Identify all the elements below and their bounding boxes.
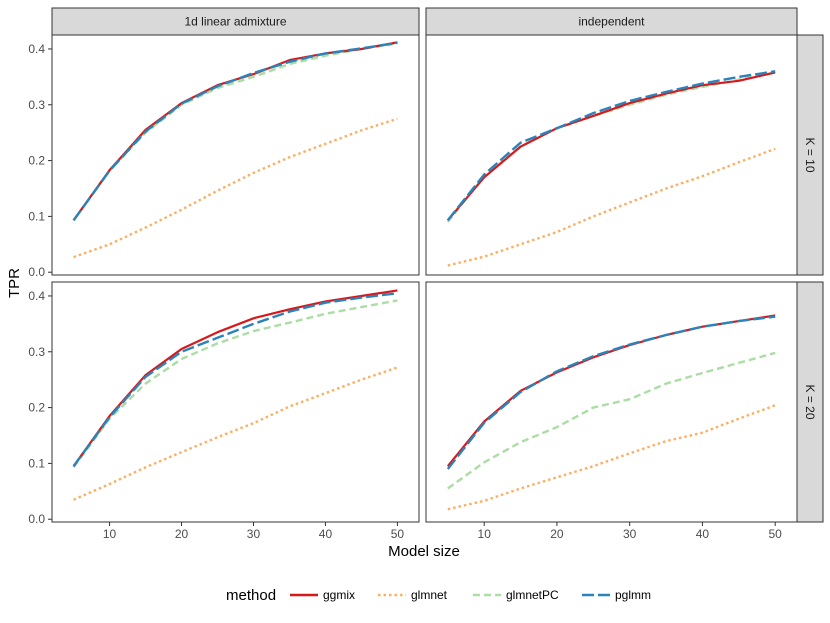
legend-label: ggmix xyxy=(323,588,355,602)
series-line-glmnetpc xyxy=(447,351,776,490)
y-tick-label: 0.4 xyxy=(28,42,45,56)
y-tick-label: 0.0 xyxy=(28,265,45,279)
column-strip-label: 1d linear admixture xyxy=(184,15,286,29)
legend-label: glmnet xyxy=(411,588,448,602)
series-line-pglmm xyxy=(446,315,776,470)
strip-background xyxy=(796,281,824,523)
x-tick-label: 40 xyxy=(696,527,710,541)
axes-layer: 0.0 0.1 0.2 0.3 0.4 0.0 0.1 0.2 0.3 0.4 10 20 30 40 50… xyxy=(28,42,782,541)
series-line-glmnet xyxy=(447,404,776,511)
panel-independent-k-10 xyxy=(425,34,798,276)
x-tick-label: 20 xyxy=(175,527,189,541)
row-strip-k-10: K = 10 xyxy=(796,34,824,276)
legend-item-ggmix: ggmix xyxy=(290,588,355,602)
column-strip-independent: independent xyxy=(425,7,798,36)
y-tick-label: 0.1 xyxy=(28,456,45,470)
row-strip-k-20: K = 20 xyxy=(796,281,824,523)
panel-border xyxy=(51,281,420,523)
column-strip-label: independent xyxy=(578,15,645,29)
panels-layer xyxy=(51,34,798,523)
x-tick-label: 10 xyxy=(478,527,492,541)
y-axis-title: TPR xyxy=(6,268,23,298)
series-line-ggmix xyxy=(446,71,776,222)
x-tick-label: 30 xyxy=(247,527,261,541)
legend-item-glmnet: glmnet xyxy=(378,588,448,602)
y-axis-k-10: 0.0 0.1 0.2 0.3 0.4 xyxy=(28,42,52,279)
series-line-glmnetpc xyxy=(72,299,398,469)
strips-layer: 1d linear admixture independent K = 10 K = … xyxy=(51,7,824,523)
x-tick-label: 50 xyxy=(768,527,782,541)
series-line-glmnet xyxy=(73,366,398,501)
x-tick-label: 50 xyxy=(391,527,405,541)
x-tick-label: 10 xyxy=(103,527,117,541)
y-tick-label: 0.3 xyxy=(28,98,45,112)
legend-label: pglmm xyxy=(615,588,651,602)
x-axis-independent: 10 20 30 40 50 xyxy=(478,522,782,541)
y-tick-label: 0.2 xyxy=(28,154,45,168)
strip-background xyxy=(51,7,420,36)
series-line-pglmm xyxy=(446,70,776,222)
strip-background xyxy=(796,34,824,276)
column-strip-1d-linear-admixture: 1d linear admixture xyxy=(51,7,420,36)
series-line-pglmm xyxy=(72,41,398,222)
series-line-pglmm xyxy=(72,292,398,467)
x-axis-1d-linear-admixture: 10 20 30 40 50 xyxy=(103,522,405,541)
x-tick-label: 30 xyxy=(623,527,637,541)
legend-item-pglmm: pglmm xyxy=(582,588,651,602)
y-tick-label: 0.0 xyxy=(28,512,45,526)
panel-border xyxy=(425,34,798,276)
y-tick-label: 0.4 xyxy=(28,289,45,303)
panel-1d-linear-admixture-k-20 xyxy=(51,281,420,523)
legend-label: glmnetPC xyxy=(506,588,559,602)
x-axis-title: Model size xyxy=(388,543,460,560)
x-tick-label: 40 xyxy=(319,527,333,541)
legend: method ggmix glmnet glmnetPC pglmm xyxy=(226,587,651,604)
strip-background xyxy=(425,7,798,36)
row-strip-label: K = 20 xyxy=(803,384,817,419)
legend-item-glmnetpc: glmnetPC xyxy=(473,588,559,602)
row-strip-label: K = 10 xyxy=(803,137,817,172)
x-tick-label: 20 xyxy=(550,527,564,541)
panel-1d-linear-admixture-k-10 xyxy=(51,34,420,276)
y-tick-label: 0.1 xyxy=(28,209,45,223)
series-line-glmnet xyxy=(447,147,776,267)
panel-border xyxy=(51,34,420,276)
y-tick-label: 0.2 xyxy=(28,401,45,415)
legend-title: method xyxy=(226,587,276,604)
y-axis-k-20: 0.0 0.1 0.2 0.3 0.4 xyxy=(28,289,52,526)
y-tick-label: 0.3 xyxy=(28,345,45,359)
panel-independent-k-20 xyxy=(425,281,798,523)
panel-border xyxy=(425,281,798,523)
